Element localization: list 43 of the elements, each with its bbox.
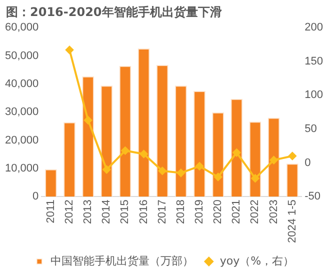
y2-tick-label: 0 <box>304 156 311 169</box>
point <box>270 156 278 164</box>
y-tick-label: 40,000 <box>4 78 39 90</box>
x-tick-label: 2013 <box>82 200 94 224</box>
y-tick-label: 10,000 <box>4 162 39 174</box>
point <box>158 166 166 175</box>
legend-label: yoy（%，右） <box>220 254 294 268</box>
point <box>121 146 130 155</box>
x-tick-label: 2022 <box>249 200 262 224</box>
x-tick-label: 2015 <box>119 200 132 224</box>
y-tick-label: 30,000 <box>4 106 39 118</box>
x-tick-label: 2016 <box>138 200 150 224</box>
x-tick-label: 2023 <box>268 200 280 224</box>
point <box>66 46 74 54</box>
point <box>214 172 222 181</box>
point <box>140 150 148 158</box>
point <box>251 174 260 182</box>
point <box>288 152 296 160</box>
x-tick-label: 2021 <box>230 200 243 224</box>
x-tick-label: 2020 <box>212 200 224 224</box>
y-tick-label: 50,000 <box>4 50 39 62</box>
y-tick-label: 60,000 <box>4 22 39 34</box>
point <box>84 116 92 124</box>
point <box>196 162 204 170</box>
y-tick-label: 0 <box>32 190 39 203</box>
x-tick-label: 2018 <box>174 200 187 224</box>
point <box>232 148 241 157</box>
x-tick-label: 2019 <box>194 200 206 224</box>
x-tick-label: 2012 <box>64 200 76 224</box>
point <box>176 168 185 177</box>
y2-tick-label: 50 <box>304 123 317 136</box>
legend-label: 中国智能手机出货量（万部） <box>50 254 194 268</box>
y-tick-label: 20,000 <box>4 134 39 146</box>
y2-tick-label: 150 <box>304 55 324 68</box>
x-tick-label: 2014 <box>100 200 113 224</box>
y2-tick-label: 100 <box>304 89 324 102</box>
y2-tick-label: 200 <box>304 22 324 34</box>
x-tick-label: 2011 <box>44 200 57 224</box>
x-tick-label: 2024 1-5 <box>286 200 298 244</box>
y2-tick-label: -50 <box>304 190 321 203</box>
x-tick-label: 2017 <box>156 200 168 224</box>
chart-title: 图：2016-2020年智能手机出货量下滑 <box>6 4 222 21</box>
point <box>102 166 111 174</box>
